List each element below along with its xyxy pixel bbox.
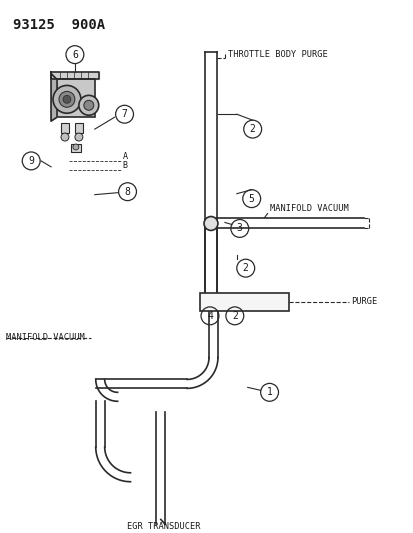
Circle shape <box>53 85 81 113</box>
Text: B: B <box>122 161 127 170</box>
Text: 8: 8 <box>124 187 130 197</box>
Text: 7: 7 <box>121 109 127 119</box>
Text: 93125  900A: 93125 900A <box>13 18 105 32</box>
Text: 5: 5 <box>248 193 254 204</box>
Text: 2: 2 <box>231 311 237 321</box>
Polygon shape <box>51 74 57 121</box>
Text: 6: 6 <box>72 50 78 60</box>
Text: 3: 3 <box>236 223 242 233</box>
Text: MANIFOLD VACUUM: MANIFOLD VACUUM <box>6 333 85 342</box>
Text: 4: 4 <box>206 311 212 321</box>
Circle shape <box>63 95 71 103</box>
Text: THROTTLE BODY PURGE: THROTTLE BODY PURGE <box>227 50 327 59</box>
Bar <box>75 123 83 133</box>
Circle shape <box>204 216 217 230</box>
Text: 2: 2 <box>242 263 248 273</box>
Text: A: A <box>122 152 127 161</box>
Circle shape <box>73 144 79 150</box>
Text: 9: 9 <box>28 156 34 166</box>
Text: 1: 1 <box>266 387 272 397</box>
Text: PURGE: PURGE <box>350 297 376 306</box>
Text: 2: 2 <box>249 124 255 134</box>
Bar <box>57 79 95 117</box>
Circle shape <box>75 133 83 141</box>
Circle shape <box>79 95 98 115</box>
Circle shape <box>61 133 69 141</box>
Text: EGR TRANSDUCER: EGR TRANSDUCER <box>126 522 199 531</box>
Circle shape <box>84 100 94 110</box>
Text: MANIFOLD VACUUM: MANIFOLD VACUUM <box>269 204 347 213</box>
Circle shape <box>59 91 75 107</box>
Bar <box>71 144 81 152</box>
Bar <box>61 123 69 133</box>
Polygon shape <box>51 71 98 79</box>
Bar <box>199 293 289 311</box>
